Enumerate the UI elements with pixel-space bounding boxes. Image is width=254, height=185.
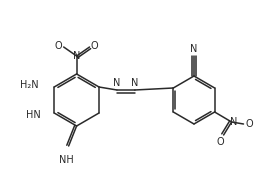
Text: N: N [230, 117, 237, 127]
Text: N: N [113, 78, 121, 88]
Text: N: N [73, 51, 80, 61]
Text: O: O [91, 41, 98, 51]
Text: NH: NH [59, 155, 74, 165]
Text: O: O [246, 119, 253, 129]
Text: O: O [55, 41, 62, 51]
Text: N: N [190, 44, 198, 54]
Text: H₂N: H₂N [20, 80, 38, 90]
Text: N: N [131, 78, 138, 88]
Text: HN: HN [25, 110, 40, 120]
Text: O: O [217, 137, 225, 147]
